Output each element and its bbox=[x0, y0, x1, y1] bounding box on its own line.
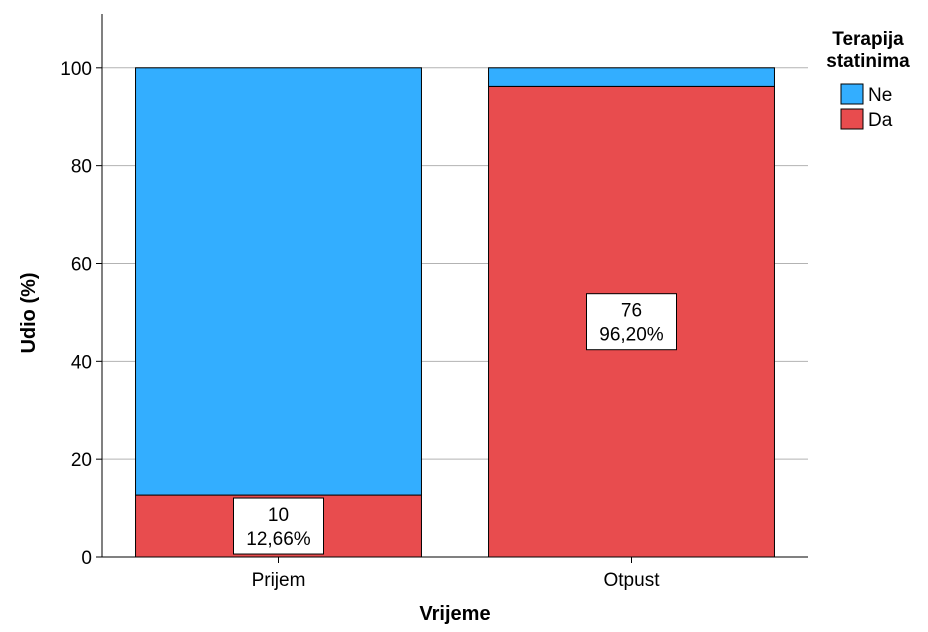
bar-segment bbox=[135, 67, 422, 496]
legend-label: Ne bbox=[868, 85, 892, 106]
data-labels: 10 12,66% 76 96,20% bbox=[233, 293, 677, 555]
bar-segment bbox=[488, 67, 775, 87]
bars bbox=[135, 67, 775, 558]
y-tick-label: 20 bbox=[71, 450, 92, 471]
legend: Terapija statinima Ne Da bbox=[826, 29, 910, 131]
data-label-box bbox=[233, 497, 324, 555]
legend-title-line2: statinima bbox=[826, 51, 910, 72]
y-axis-ticks: 0 20 40 60 80 100 bbox=[60, 59, 102, 569]
legend-label: Da bbox=[868, 110, 893, 131]
y-tick-label: 0 bbox=[81, 548, 92, 569]
y-axis-title: Udio (%) bbox=[18, 272, 40, 353]
legend-title-line1: Terapija bbox=[832, 29, 904, 50]
y-tick-label: 60 bbox=[71, 254, 92, 275]
legend-swatch bbox=[840, 108, 864, 130]
data-label-count: 76 bbox=[621, 301, 642, 322]
y-tick-label: 40 bbox=[71, 352, 92, 373]
x-axis-ticks: Prijem Otpust bbox=[252, 557, 661, 591]
data-label-count: 10 bbox=[268, 505, 289, 526]
y-tick-label: 100 bbox=[60, 59, 92, 80]
x-tick-label: Prijem bbox=[252, 570, 306, 591]
x-axis-title: Vrijeme bbox=[419, 603, 490, 625]
y-tick-label: 80 bbox=[71, 157, 92, 178]
data-label-box bbox=[586, 293, 677, 351]
legend-swatch bbox=[840, 83, 864, 105]
data-label-percent: 96,20% bbox=[599, 325, 664, 346]
x-tick-label: Otpust bbox=[604, 570, 661, 591]
legend-items: Ne Da bbox=[840, 83, 893, 131]
data-label-percent: 12,66% bbox=[246, 529, 311, 550]
